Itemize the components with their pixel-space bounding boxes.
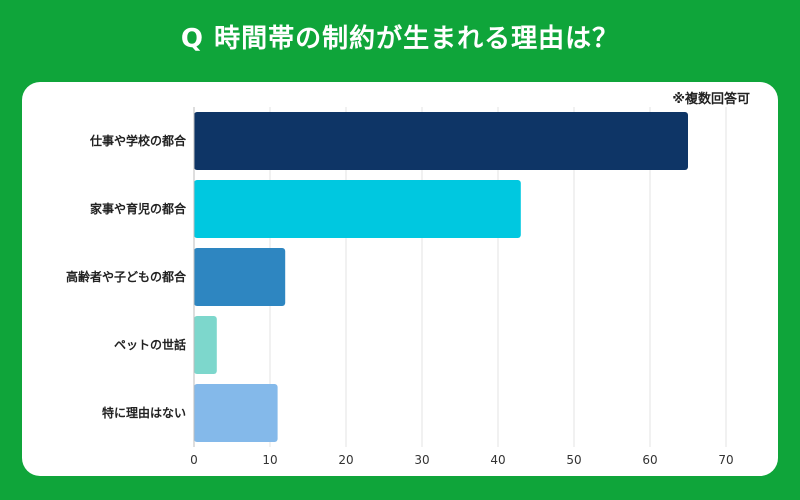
x-tick-label: 10 xyxy=(262,453,277,467)
category-label: 特に理由はない xyxy=(102,405,186,420)
chart-card: ※複数回答可 0 10 20 30 40 50 60 70 仕事や学校の都合 家事や育児の都合高齢… xyxy=(22,82,778,476)
bar xyxy=(194,112,688,170)
bar xyxy=(194,384,278,442)
x-tick-label: 60 xyxy=(642,453,657,467)
category-label: 仕事や学校の都合 xyxy=(89,133,187,148)
x-tick-label: 40 xyxy=(490,453,505,467)
x-tick-label: 50 xyxy=(566,453,581,467)
chart-title: Q 時間帯の制約が生まれる理由は？ xyxy=(180,24,620,54)
category-label: ペットの世話 xyxy=(114,337,186,352)
bar xyxy=(194,180,521,238)
x-tick-label: 70 xyxy=(718,453,733,467)
x-tick-label: 0 xyxy=(190,453,198,467)
category-label: 家事や育児の都合 xyxy=(90,201,187,216)
multiple-answer-note: ※複数回答可 xyxy=(672,92,750,107)
x-tick-label: 20 xyxy=(338,453,353,467)
bar xyxy=(194,316,217,374)
category-label: 高齢者や子どもの都合 xyxy=(66,269,187,284)
x-tick-label: 30 xyxy=(414,453,429,467)
bar-chart: 0 10 20 30 40 50 60 70 仕事や学校の都合家事や育児の都合高齢者や子どもの都… xyxy=(66,107,734,467)
bar xyxy=(194,248,286,306)
